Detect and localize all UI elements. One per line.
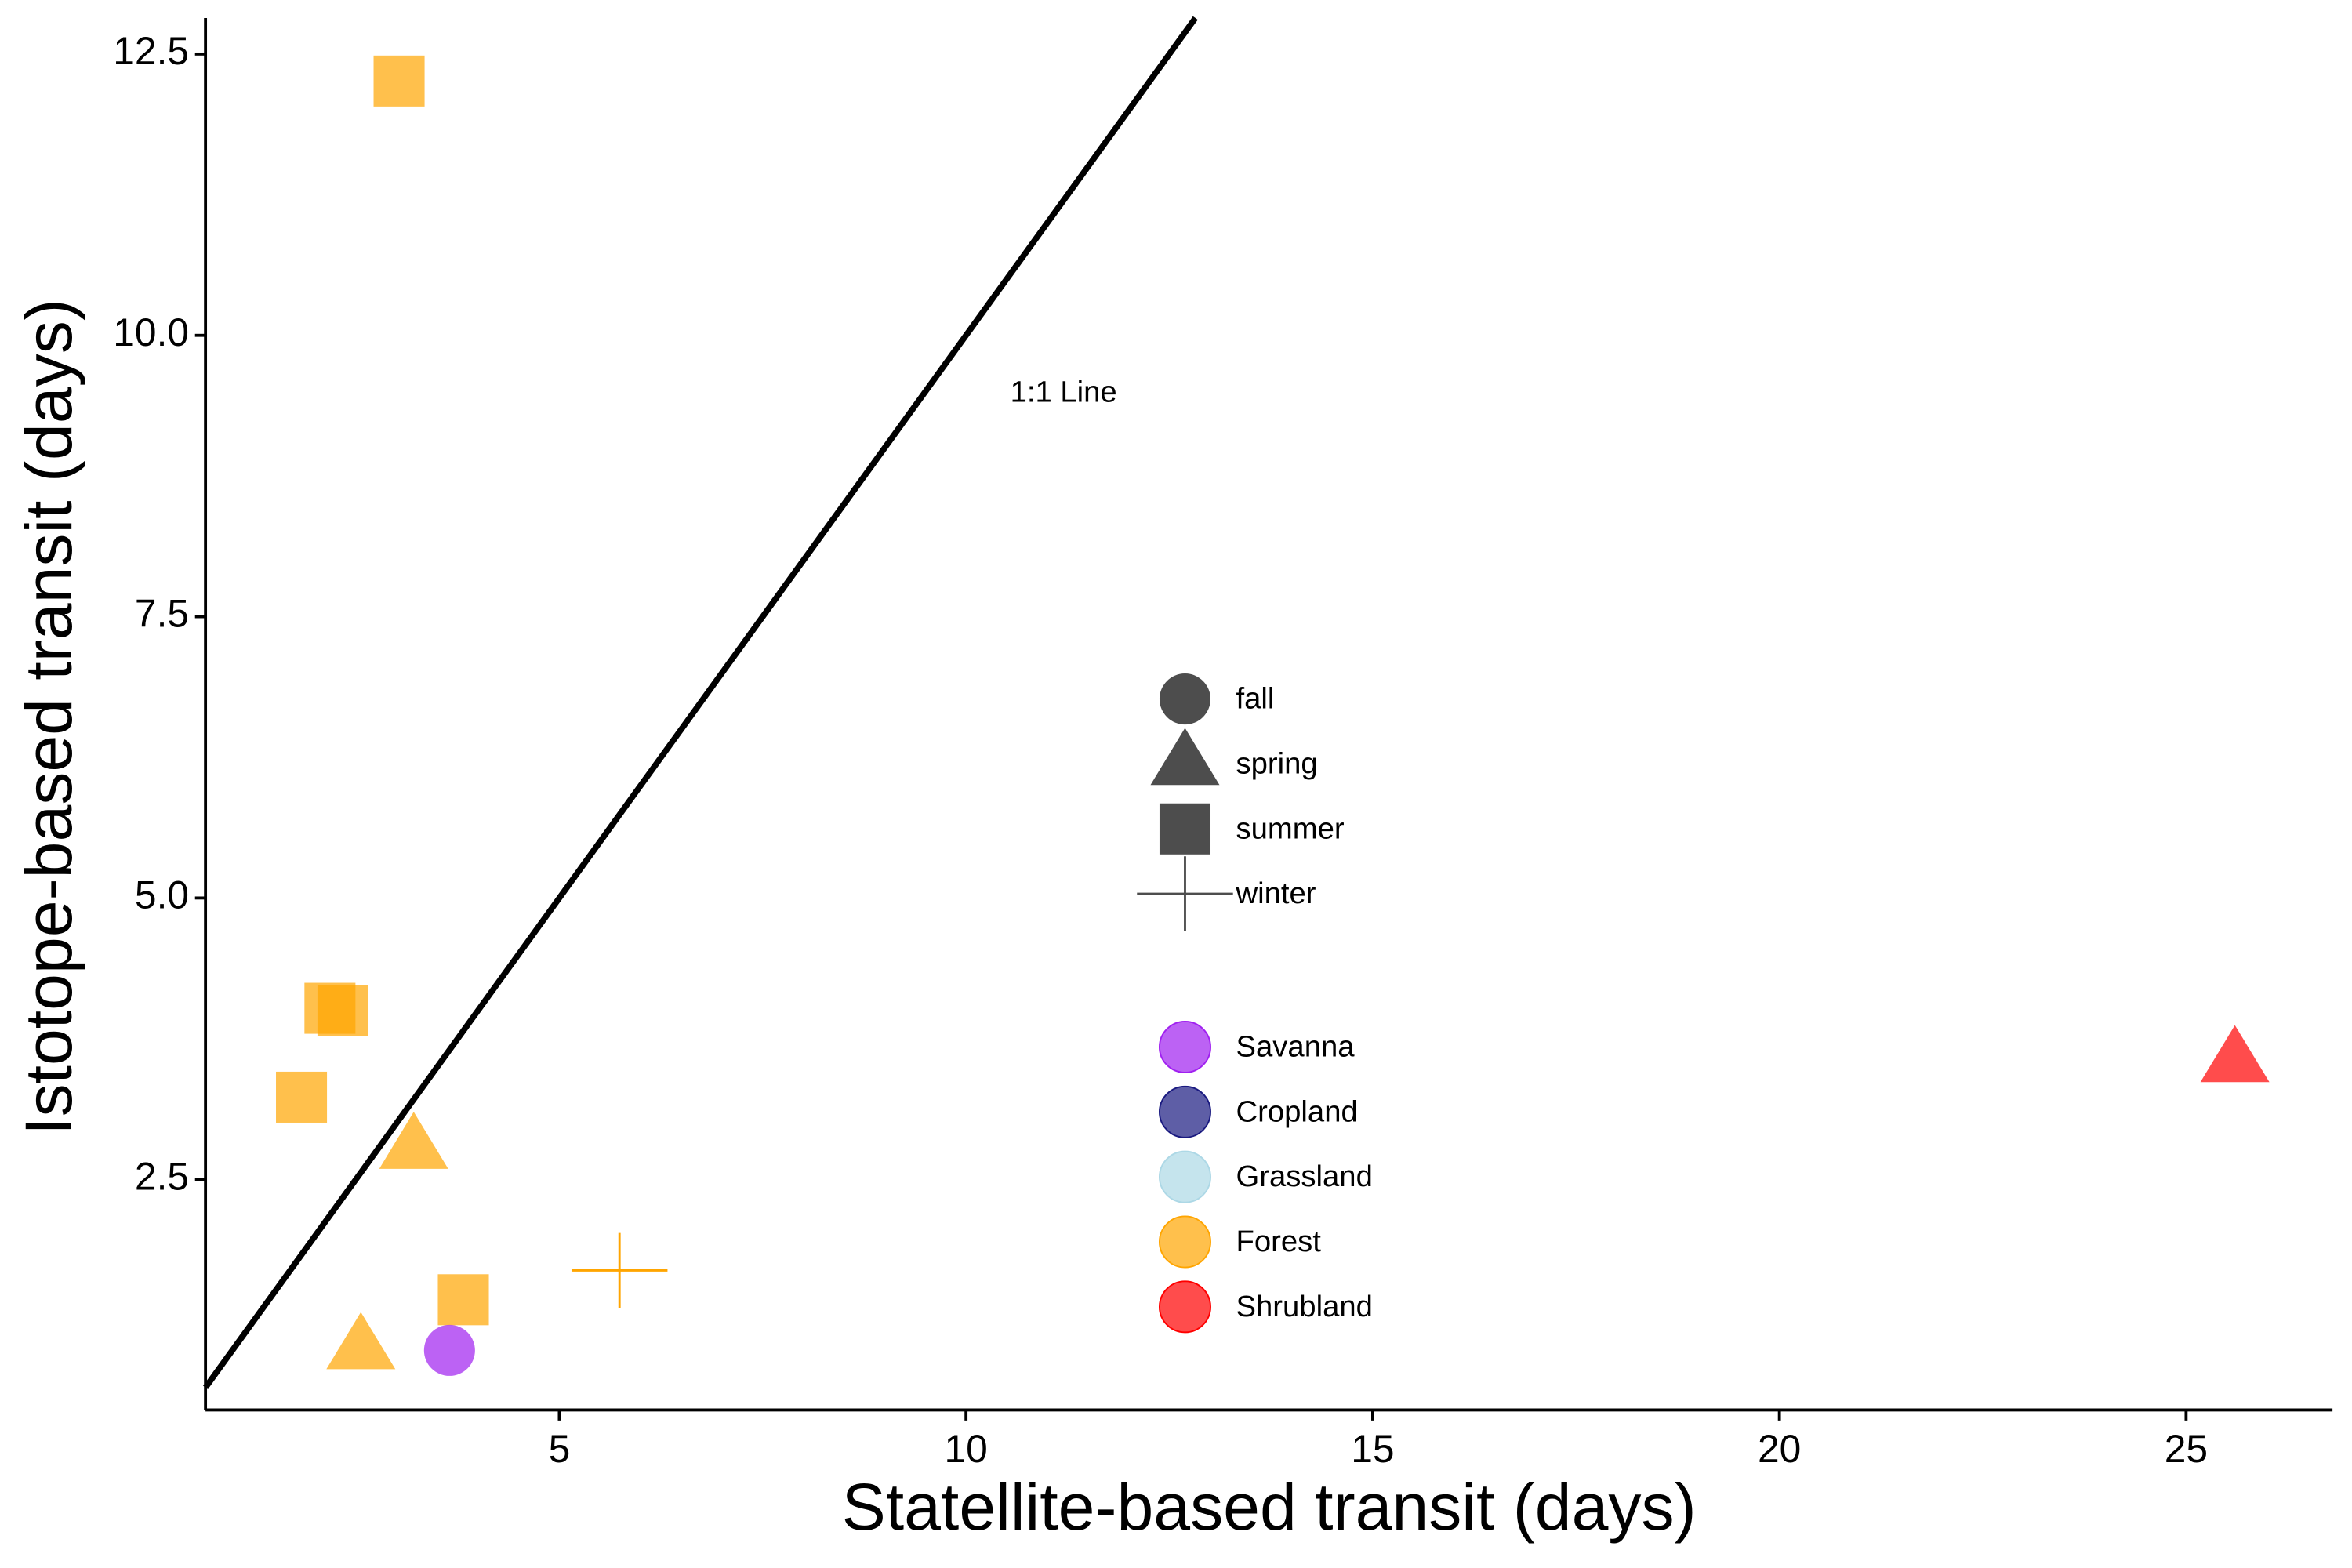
legend-label: Forest — [1236, 1225, 1322, 1258]
point — [373, 55, 425, 107]
legend-label: fall — [1236, 682, 1275, 716]
legend-key — [1158, 1085, 1211, 1138]
point — [423, 1324, 475, 1376]
point — [2200, 1025, 2270, 1083]
x-tick-label: 15 — [1351, 1427, 1394, 1471]
y-axis-title: Istotope-based transit (days) — [12, 299, 85, 1135]
x-axis-title: Statellite-based transit (days) — [842, 1470, 1697, 1544]
annotation: 1:1 Line — [1011, 375, 1117, 408]
point — [276, 1071, 328, 1123]
legend-label: summer — [1236, 811, 1345, 845]
legend-label: winter — [1236, 877, 1316, 910]
x-tick-label: 20 — [1758, 1427, 1801, 1471]
legend-key — [1159, 803, 1211, 855]
legend-label: Savanna — [1236, 1029, 1356, 1063]
point — [571, 1232, 668, 1308]
point — [379, 1112, 448, 1169]
point — [437, 1274, 489, 1326]
point — [317, 985, 368, 1036]
y-tick-label: 2.5 — [135, 1154, 189, 1198]
x-tick-label: 25 — [2165, 1427, 2208, 1471]
y-tick-label: 12.5 — [113, 29, 189, 73]
legend-label: Shrubland — [1236, 1290, 1373, 1323]
legend-key — [1137, 856, 1233, 931]
legend-key — [1150, 728, 1220, 786]
legend-label: Grassland — [1236, 1160, 1373, 1193]
y-tick-label: 5.0 — [135, 873, 189, 917]
legend-key — [1158, 1280, 1211, 1334]
reference-line — [203, 16, 1198, 1390]
legend-label: Cropland — [1236, 1094, 1358, 1128]
x-tick-label: 5 — [549, 1427, 571, 1471]
legend-key — [1158, 1150, 1211, 1203]
point — [326, 1312, 396, 1370]
legend-label: spring — [1236, 746, 1318, 780]
legend-key — [1158, 1215, 1211, 1269]
y-tick-label: 7.5 — [135, 592, 189, 636]
legend-key — [1158, 1020, 1211, 1073]
legend-key — [1159, 673, 1211, 725]
y-tick-label: 10.0 — [113, 310, 189, 354]
x-tick-label: 10 — [944, 1427, 987, 1471]
